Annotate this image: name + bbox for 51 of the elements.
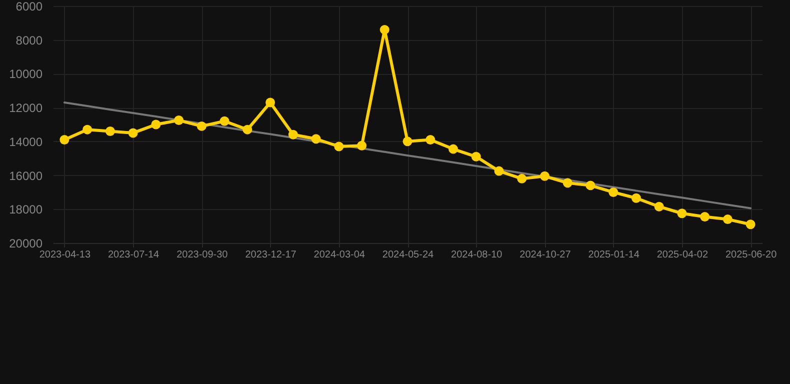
point (288, 130, 298, 140)
y-tick-label: 6000 (16, 0, 43, 14)
x-tick-label: 2025-01-14 (588, 250, 640, 260)
point (540, 171, 550, 181)
y-tick-label: 12000 (9, 101, 43, 116)
point (128, 128, 138, 138)
point (242, 124, 252, 134)
y-tick-label: 14000 (9, 134, 43, 149)
x-tick-label: 2023-09-30 (176, 250, 228, 260)
x-tick-label: 2025-04-02 (656, 250, 708, 260)
x-tick-label: 2024-03-04 (314, 250, 366, 260)
point (380, 24, 390, 34)
point (677, 208, 687, 218)
x-tick-label: 2024-10-27 (520, 250, 572, 260)
point (700, 212, 710, 222)
point (60, 135, 70, 144)
point (562, 178, 572, 188)
point (517, 174, 527, 184)
y-tick-label: 16000 (9, 168, 43, 183)
x-tick-label: 2024-05-24 (382, 250, 434, 260)
point (608, 187, 618, 197)
point (631, 193, 641, 203)
point (266, 98, 276, 108)
point (654, 202, 664, 212)
point (220, 116, 230, 126)
point (746, 220, 756, 230)
point (311, 134, 321, 144)
point (105, 126, 115, 136)
point (196, 121, 206, 131)
point (471, 152, 481, 162)
point (151, 120, 161, 130)
y-tick-label: 10000 (9, 67, 43, 82)
point (494, 166, 504, 176)
point (448, 144, 458, 154)
point (174, 116, 184, 125)
x-tick-label: 2025-06-20 (725, 250, 778, 260)
point (426, 135, 436, 144)
x-tick-label: 2023-04-13 (39, 250, 91, 260)
point (402, 136, 412, 146)
point (722, 214, 732, 224)
point (334, 142, 344, 152)
point (82, 124, 92, 134)
x-tick-label: 2024-08-10 (451, 250, 503, 260)
y-tick-label: 8000 (16, 33, 43, 48)
x-tick-label: 2023-12-17 (245, 250, 297, 260)
line-series (63, 101, 752, 210)
y-tick-label: 18000 (9, 202, 43, 217)
y-tick-label: 20000 (9, 236, 43, 250)
point (357, 140, 366, 150)
point (586, 180, 596, 190)
x-tick-label: 2023-07-14 (108, 250, 160, 260)
